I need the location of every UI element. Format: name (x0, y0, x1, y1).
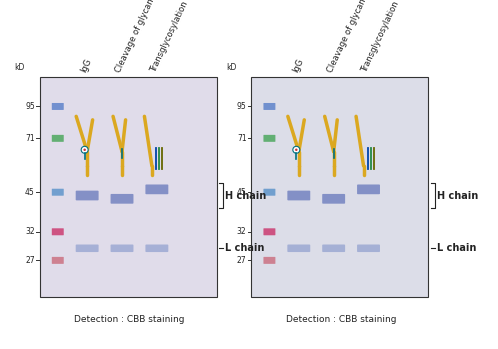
Text: Transglycosylation: Transglycosylation (361, 0, 401, 74)
Text: L chain: L chain (225, 243, 264, 253)
FancyBboxPatch shape (287, 245, 310, 252)
Text: kD: kD (14, 62, 25, 72)
Text: Transglycosylation: Transglycosylation (149, 0, 190, 74)
Text: L chain: L chain (437, 243, 476, 253)
Text: 32: 32 (237, 227, 247, 236)
Text: 95: 95 (25, 102, 35, 111)
FancyBboxPatch shape (52, 103, 64, 110)
Text: IgG: IgG (291, 58, 305, 74)
Text: 71: 71 (237, 134, 247, 143)
FancyBboxPatch shape (52, 135, 64, 142)
FancyBboxPatch shape (322, 194, 345, 204)
Text: kD: kD (226, 62, 237, 72)
Text: Detection : CBB staining: Detection : CBB staining (286, 315, 396, 324)
FancyBboxPatch shape (145, 185, 168, 194)
Text: H chain: H chain (225, 191, 266, 201)
Text: IgG: IgG (79, 58, 93, 74)
FancyBboxPatch shape (251, 77, 428, 297)
FancyBboxPatch shape (263, 135, 275, 142)
FancyBboxPatch shape (263, 257, 275, 264)
Text: 71: 71 (25, 134, 35, 143)
Text: Detection : CBB staining: Detection : CBB staining (74, 315, 185, 324)
Text: 95: 95 (237, 102, 247, 111)
FancyBboxPatch shape (357, 245, 380, 252)
FancyBboxPatch shape (357, 185, 380, 194)
Ellipse shape (83, 149, 86, 151)
Text: 27: 27 (25, 256, 35, 265)
FancyBboxPatch shape (287, 191, 310, 200)
Ellipse shape (295, 149, 297, 151)
FancyBboxPatch shape (263, 228, 275, 235)
Text: 45: 45 (237, 188, 247, 197)
FancyBboxPatch shape (111, 194, 133, 204)
Text: 45: 45 (25, 188, 35, 197)
FancyBboxPatch shape (76, 191, 99, 200)
Ellipse shape (81, 146, 88, 153)
Text: H chain: H chain (437, 191, 478, 201)
FancyBboxPatch shape (52, 257, 64, 264)
Text: Cleavage of glycan: Cleavage of glycan (114, 0, 156, 74)
FancyBboxPatch shape (76, 245, 99, 252)
Text: 32: 32 (25, 227, 35, 236)
FancyBboxPatch shape (322, 245, 345, 252)
FancyBboxPatch shape (111, 245, 133, 252)
Ellipse shape (293, 146, 300, 153)
FancyBboxPatch shape (52, 189, 64, 196)
FancyBboxPatch shape (40, 77, 217, 297)
Text: 27: 27 (237, 256, 247, 265)
FancyBboxPatch shape (145, 245, 168, 252)
FancyBboxPatch shape (263, 103, 275, 110)
Text: Cleavage of glycan: Cleavage of glycan (326, 0, 368, 74)
FancyBboxPatch shape (263, 189, 275, 196)
FancyBboxPatch shape (52, 228, 64, 235)
